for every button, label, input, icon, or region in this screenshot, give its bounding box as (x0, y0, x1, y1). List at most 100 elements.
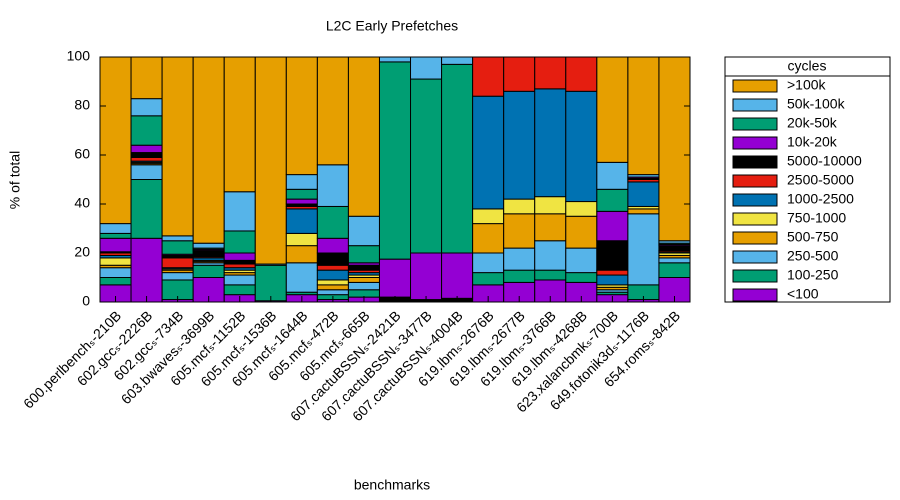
bar-segment (316, 264, 349, 271)
bar-segment (223, 230, 256, 254)
bar-segment (347, 281, 380, 291)
legend-label: 500-750 (787, 229, 839, 245)
y-axis-label: % of total (7, 151, 23, 209)
bar-segment (472, 223, 505, 254)
legend-label: 5000-10000 (787, 153, 862, 169)
bar-segment (99, 232, 132, 239)
bar-segment (285, 208, 318, 234)
bar-segment (441, 63, 474, 254)
bar-segment (503, 56, 536, 92)
bar-segment (378, 258, 412, 298)
bar-segment (596, 161, 629, 190)
legend-swatch (732, 269, 778, 283)
bar-segment (472, 208, 505, 225)
y-tick-label: 40 (74, 195, 90, 211)
bar-segment (347, 245, 380, 264)
bar-segment (285, 262, 318, 293)
bar-segment (192, 250, 225, 258)
bar-segment (503, 90, 536, 200)
legend-swatch (732, 250, 778, 264)
legend-swatch (732, 136, 778, 150)
bar-segment (223, 56, 256, 193)
bar-segment (534, 56, 567, 90)
bar-segment (627, 181, 660, 207)
legend-swatch (732, 98, 778, 112)
bar-segment (627, 56, 660, 176)
bar-segment (565, 215, 598, 249)
bar-segment (565, 201, 598, 217)
bar-segment (503, 213, 536, 249)
bar-segment (596, 210, 629, 242)
chart-title: L2C Early Prefetches (326, 18, 458, 34)
bar-segment (223, 191, 256, 232)
bar-segment (316, 289, 349, 296)
bar-segment (130, 179, 163, 239)
bar-segment (285, 56, 318, 176)
bar-segment (347, 264, 380, 271)
bar-segment (378, 61, 412, 260)
bar-segment (565, 90, 598, 203)
legend-swatch (732, 288, 778, 302)
legend-swatch (732, 231, 778, 245)
bar-segment (316, 205, 349, 239)
bar-segment (503, 269, 536, 283)
legend-swatch (732, 155, 778, 169)
bar-segment (316, 269, 349, 281)
bar-segment (410, 56, 443, 80)
bar-segment (130, 115, 163, 146)
bar-segment (347, 277, 380, 283)
bar-segment (130, 237, 163, 303)
bar-segment (285, 245, 318, 264)
bar-segment (99, 223, 132, 234)
bar-segment (627, 208, 660, 215)
y-tick-label: 20 (74, 244, 90, 260)
bar-segment (130, 98, 163, 117)
bar-segment (347, 215, 380, 247)
bar-segment (316, 164, 349, 207)
bar-segment (658, 262, 691, 278)
legend-label: 10k-20k (787, 134, 838, 150)
bar-segment (596, 269, 629, 276)
plot-frame (99, 56, 691, 303)
bar-segment (316, 56, 349, 166)
bar-segment (254, 56, 287, 265)
bar-segment (410, 78, 443, 254)
bar-segment (99, 267, 132, 279)
bar-segment (534, 196, 567, 215)
bar-segment (99, 237, 132, 253)
bar-segment (161, 56, 194, 237)
legend-swatch (732, 79, 778, 93)
legend-label: 1000-2500 (787, 191, 854, 207)
legend-label: >100k (787, 77, 827, 93)
bar-segment (285, 188, 318, 200)
bar-segment (347, 289, 380, 298)
bar-segment (223, 252, 256, 261)
bar-segment (316, 279, 349, 286)
bar-segment (627, 213, 660, 286)
bar-segment (316, 252, 349, 266)
bar-segment (596, 240, 629, 271)
legend-label: 2500-5000 (787, 172, 854, 188)
bar-segment (534, 240, 567, 271)
x-axis-label: benchmarks (354, 477, 430, 493)
bar-segment (565, 247, 598, 274)
bar-segment (223, 274, 256, 286)
y-tick-label: 80 (74, 97, 90, 113)
bar-segment (223, 259, 256, 265)
bar-segment (441, 56, 474, 65)
bar-segment (472, 252, 505, 274)
y-tick-label: 0 (82, 293, 90, 309)
legend-label: 750-1000 (787, 210, 846, 226)
bar-segment (285, 232, 318, 247)
legend-label: 20k-50k (787, 115, 838, 131)
bar-segment (472, 95, 505, 210)
legend-label: 250-500 (787, 248, 839, 264)
legend-swatch (732, 174, 778, 188)
y-tick-label: 100 (67, 48, 91, 64)
bar-segment (130, 56, 163, 100)
bar-segment (254, 264, 287, 302)
bar-segment (472, 56, 505, 97)
bar-segment (161, 235, 194, 242)
bar-segment (316, 284, 349, 291)
